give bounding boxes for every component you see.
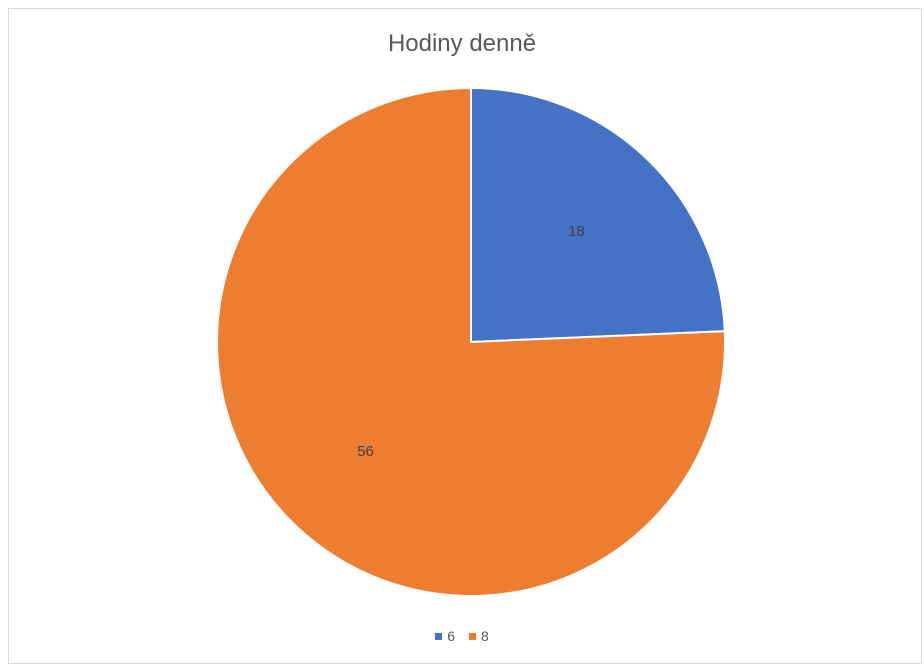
legend-swatch-8	[469, 632, 476, 640]
legend-item-6: 6	[435, 628, 455, 644]
chart-title: Hodiny denně	[387, 30, 537, 57]
data-label-8: 56	[357, 443, 374, 460]
legend-label-6: 6	[447, 628, 455, 644]
legend-label-8: 8	[481, 628, 489, 644]
legend-item-8: 8	[469, 628, 489, 644]
legend-swatch-6	[435, 632, 443, 640]
data-label-6: 18	[568, 223, 585, 240]
pie-slice-8	[216, 86, 726, 597]
pie-slice-6	[470, 86, 726, 344]
